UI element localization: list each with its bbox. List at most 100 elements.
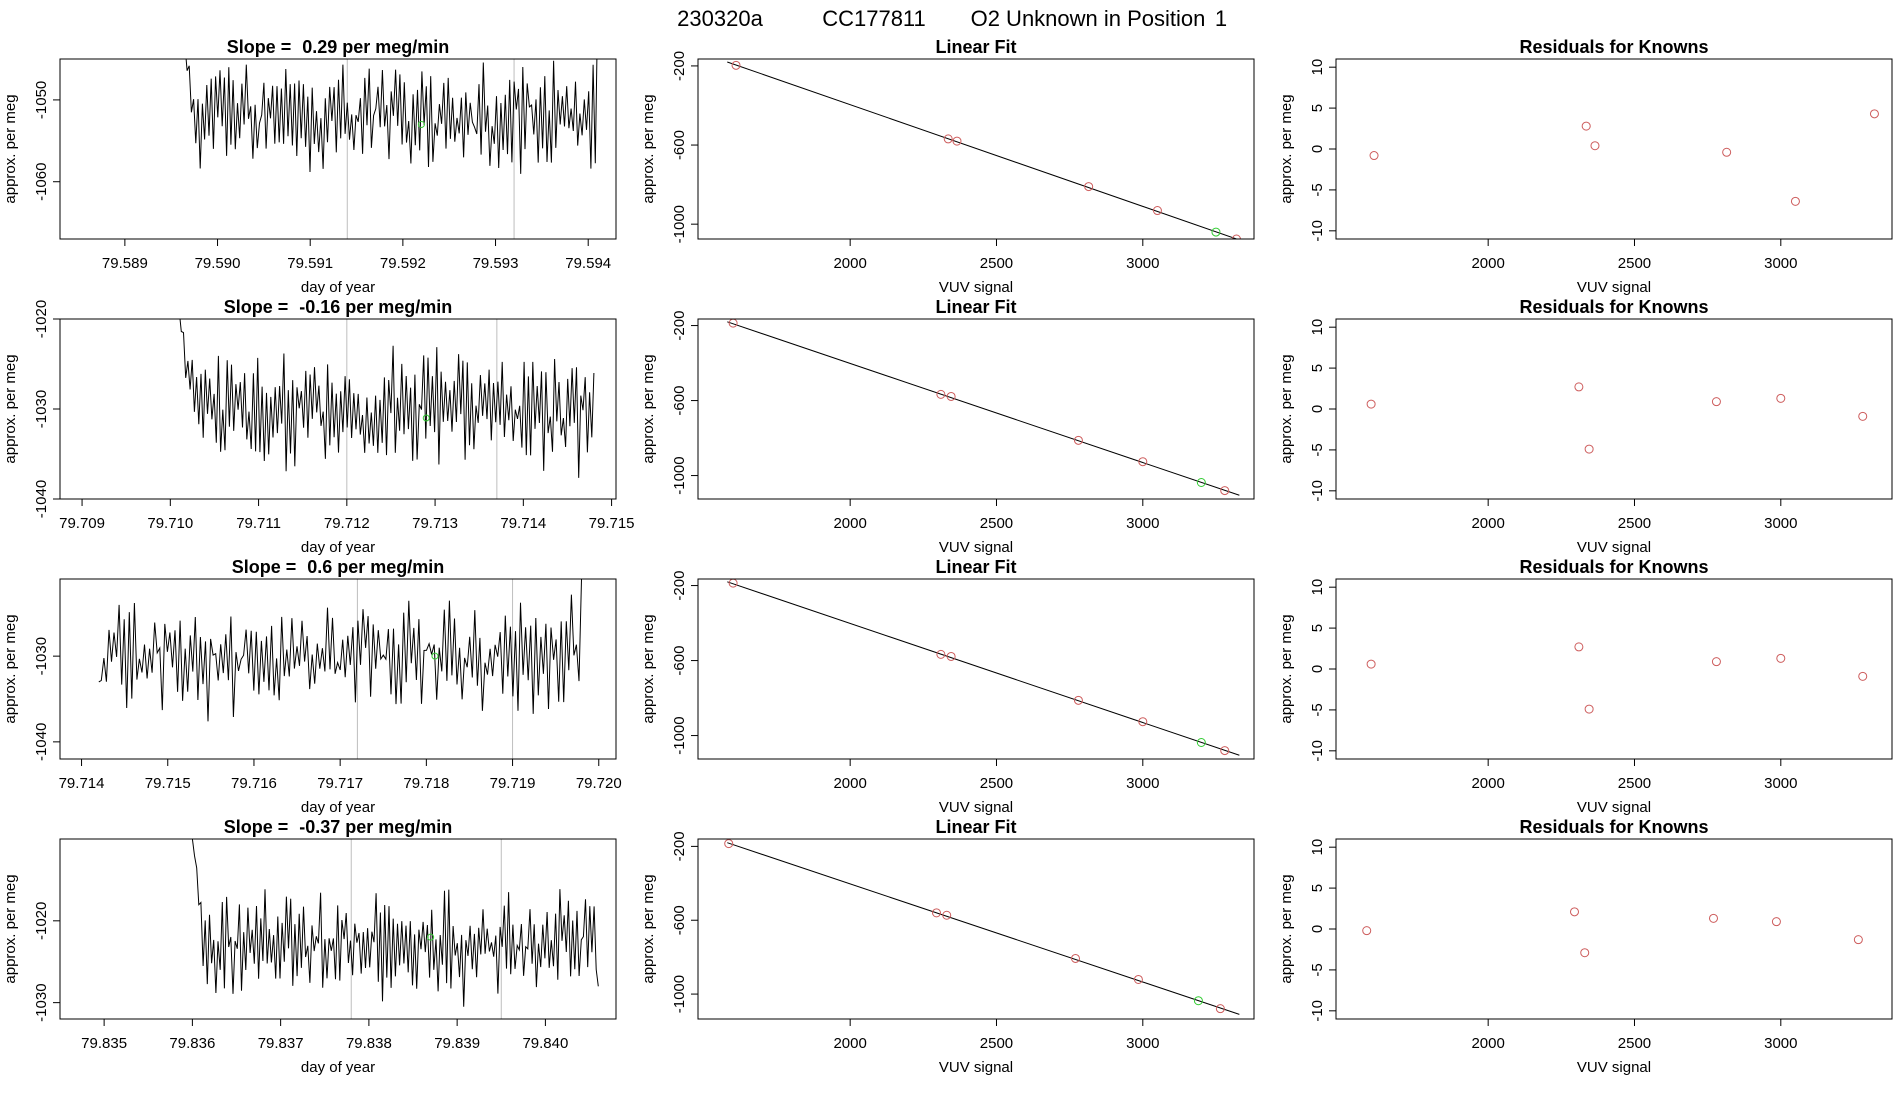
y-tick-label: -1030: [33, 637, 50, 675]
plot-area: [1366, 642, 1868, 714]
x-tick-label: 79.835: [81, 1035, 127, 1052]
known-point: [943, 134, 953, 144]
y-tick-label: -1000: [671, 716, 688, 754]
known-point: [731, 60, 741, 70]
known-point: [1073, 695, 1083, 705]
figure-cylinder: CC177811: [822, 6, 926, 31]
x-tick-label: 2500: [1618, 515, 1651, 532]
known-point: [1708, 913, 1718, 923]
x-tick-label: 2000: [833, 255, 866, 272]
x-tick-label: 2500: [980, 255, 1013, 272]
known-point: [1220, 746, 1230, 756]
y-tick-label: -1000: [671, 975, 688, 1013]
plot-frame: [1335, 58, 1893, 240]
x-tick-label: 3000: [1764, 775, 1797, 792]
unknown-mean-point: [422, 414, 430, 422]
x-tick-label: 79.720: [576, 775, 622, 792]
y-tick-label: -5: [1309, 703, 1326, 716]
y-tick-label: 0: [1309, 665, 1326, 673]
x-tick-label: 2500: [1618, 1035, 1651, 1052]
x-tick-label: 79.717: [317, 775, 363, 792]
y-axis-label: approx. per meg: [2, 874, 19, 983]
data-trace-line: [185, 59, 598, 174]
x-tick-label: 79.837: [258, 1035, 304, 1052]
x-axis-label: day of year: [301, 799, 375, 816]
title-suffix: per meg/min: [332, 557, 444, 577]
panel-title: Linear Fit: [935, 817, 1016, 837]
y-tick-label: 0: [1309, 925, 1326, 933]
y-tick-label: -1040: [33, 723, 50, 761]
x-axis-label: day of year: [301, 539, 375, 556]
known-point: [1369, 151, 1379, 161]
y-axis-label: approx. per meg: [2, 354, 19, 463]
known-point: [1776, 653, 1786, 663]
y-tick-label: -10: [1309, 220, 1326, 242]
x-tick-label: 3000: [1764, 1035, 1797, 1052]
x-tick-label: 79.591: [287, 255, 333, 272]
x-axis-label: VUV signal: [1577, 799, 1651, 816]
figure-position: 1: [1215, 6, 1227, 31]
y-tick-label: 10: [1309, 579, 1326, 596]
y-tick-label: 10: [1309, 59, 1326, 76]
y-tick-label: -1000: [671, 205, 688, 243]
panel-title: Slope = -0.37 per meg/min: [224, 817, 453, 837]
x-tick-label: 79.715: [145, 775, 191, 792]
known-point: [1220, 486, 1230, 496]
panel-linear-fit-3: Linear Fit VUV signal approx. per meg 2000 2…: [640, 557, 1255, 816]
y-tick-label: -1030: [33, 390, 50, 428]
plot-area: [191, 839, 599, 1019]
known-point: [1133, 974, 1143, 984]
y-tick-label: -1020: [33, 300, 50, 338]
x-axis-label: VUV signal: [1577, 279, 1651, 296]
y-tick-label: -5: [1309, 963, 1326, 976]
y-tick-label: -200: [671, 51, 688, 81]
x-tick-label: 2000: [833, 515, 866, 532]
y-tick-label: 5: [1309, 884, 1326, 892]
plot-frame: [1335, 838, 1893, 1020]
plot-area: [185, 59, 598, 239]
y-tick-label: -200: [671, 831, 688, 861]
y-tick-label: 5: [1309, 364, 1326, 372]
y-tick-label: -600: [671, 646, 688, 676]
x-tick-label: 2500: [1618, 255, 1651, 272]
x-axis-label: VUV signal: [939, 1059, 1013, 1076]
fit-line: [727, 581, 1240, 756]
slope-value: 0.6: [307, 557, 332, 577]
x-tick-label: 3000: [1126, 515, 1159, 532]
y-tick-label: -600: [671, 386, 688, 416]
y-tick-label: -1030: [33, 983, 50, 1021]
plot-frame: [59, 578, 617, 760]
x-tick-label: 79.836: [169, 1035, 215, 1052]
slope-value: 0.29: [302, 37, 337, 57]
known-point: [1366, 659, 1376, 669]
x-tick-label: 3000: [1126, 775, 1159, 792]
y-axis-label: approx. per meg: [2, 94, 19, 203]
known-point: [936, 389, 946, 399]
y-tick-label: 10: [1309, 839, 1326, 856]
slope-value: -0.37: [299, 817, 340, 837]
panel-title: Residuals for Knowns: [1519, 557, 1708, 577]
x-tick-label: 79.710: [147, 515, 193, 532]
x-tick-label: 79.716: [231, 775, 277, 792]
y-tick-label: -1050: [33, 81, 50, 119]
y-axis-label: approx. per meg: [640, 354, 657, 463]
known-point: [1070, 953, 1080, 963]
y-axis-label: approx. per meg: [2, 614, 19, 723]
x-tick-label: 79.839: [434, 1035, 480, 1052]
known-point: [1581, 121, 1591, 131]
panel-title: Linear Fit: [935, 37, 1016, 57]
x-tick-label: 2000: [833, 775, 866, 792]
y-tick-label: -1040: [33, 480, 50, 518]
x-tick-label: 79.589: [102, 255, 148, 272]
plot-frame: [59, 58, 617, 240]
known-point: [1366, 399, 1376, 409]
known-point: [1138, 457, 1148, 467]
known-point: [942, 910, 952, 920]
y-tick-label: 5: [1309, 104, 1326, 112]
title-suffix: per meg/min: [340, 817, 452, 837]
y-tick-label: 0: [1309, 145, 1326, 153]
plot-frame: [59, 838, 617, 1020]
panel-timeseries-4: Slope = -0.37 per meg/min day of year appr…: [2, 817, 617, 1076]
known-point: [936, 649, 946, 659]
